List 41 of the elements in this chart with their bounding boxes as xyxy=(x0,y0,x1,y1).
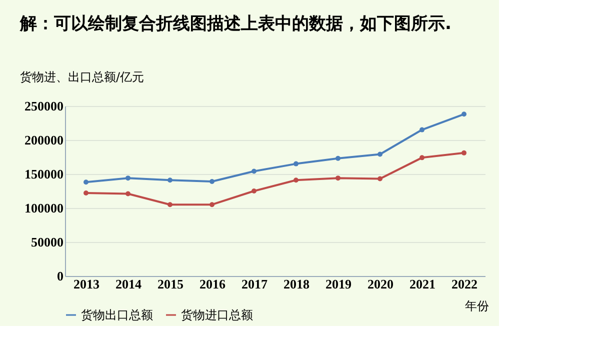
y-tick-label: 100000 xyxy=(24,200,64,216)
x-tick-label: 2015 xyxy=(158,276,184,292)
point xyxy=(378,152,382,157)
point xyxy=(462,112,466,117)
x-tick-label: 2013 xyxy=(74,276,100,292)
x-tick-label: 2018 xyxy=(284,276,310,292)
point xyxy=(294,178,298,183)
point xyxy=(294,161,298,166)
x-tick-label: 2022 xyxy=(452,276,478,292)
point xyxy=(84,180,88,185)
legend-label: 货物进口总额 xyxy=(181,308,253,322)
y-tick-label: 0 xyxy=(57,268,64,284)
point xyxy=(126,191,130,196)
point xyxy=(336,156,340,161)
x-tick-label: 2016 xyxy=(200,276,226,292)
point xyxy=(168,178,172,183)
x-tick-label: 2020 xyxy=(368,276,394,292)
point xyxy=(336,176,340,181)
point xyxy=(210,178,214,184)
y-tick-label: 50000 xyxy=(31,234,64,250)
x-tick-label: 2014 xyxy=(116,276,142,292)
point xyxy=(84,190,88,196)
point xyxy=(252,168,256,174)
y-axis-title: 货物进、出口总额/亿元 xyxy=(20,70,144,84)
point xyxy=(462,150,466,156)
point xyxy=(420,155,424,160)
y-tick-label: 150000 xyxy=(24,166,64,182)
point xyxy=(210,202,214,208)
chart-title: 解：可以绘制复合折线图描述上表中的数据，如下图所示. xyxy=(19,14,452,34)
x-tick-label: 2021 xyxy=(410,276,436,292)
point xyxy=(126,176,130,181)
point xyxy=(252,188,256,194)
x-tick-label: 2017 xyxy=(242,276,268,292)
point xyxy=(420,127,424,132)
x-tick-label: 2019 xyxy=(326,276,352,292)
y-tick-label: 250000 xyxy=(24,98,64,114)
point xyxy=(378,176,382,182)
point xyxy=(168,202,172,208)
y-tick-label: 200000 xyxy=(24,132,64,148)
x-axis-title: 年份 xyxy=(465,299,489,313)
legend-label: 货物出口总额 xyxy=(81,308,153,322)
